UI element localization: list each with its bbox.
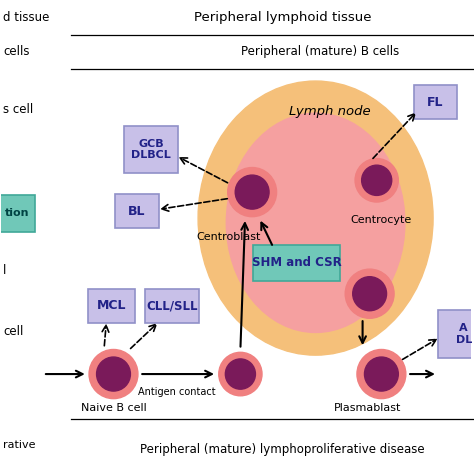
Text: Peripheral (mature) lymphoproliferative disease: Peripheral (mature) lymphoproliferative …	[140, 443, 425, 456]
Circle shape	[362, 165, 392, 195]
Text: GCB
DLBCL: GCB DLBCL	[131, 139, 171, 160]
FancyBboxPatch shape	[438, 310, 474, 357]
Text: MCL: MCL	[96, 299, 126, 312]
Text: CLL/SLL: CLL/SLL	[146, 299, 198, 312]
Text: cells: cells	[3, 45, 29, 58]
Ellipse shape	[198, 81, 433, 355]
Text: Peripheral lymphoid tissue: Peripheral lymphoid tissue	[194, 11, 372, 24]
FancyBboxPatch shape	[115, 194, 159, 228]
Circle shape	[89, 349, 138, 399]
Text: Peripheral (mature) B cells: Peripheral (mature) B cells	[241, 45, 400, 58]
FancyBboxPatch shape	[145, 289, 199, 322]
Circle shape	[345, 269, 394, 318]
Text: Centroblast: Centroblast	[196, 232, 261, 242]
Text: d tissue: d tissue	[3, 11, 49, 24]
Ellipse shape	[226, 113, 405, 332]
Circle shape	[219, 352, 262, 396]
FancyBboxPatch shape	[0, 195, 36, 232]
Circle shape	[97, 357, 130, 391]
Text: FL: FL	[427, 96, 444, 109]
Text: BL: BL	[128, 204, 146, 218]
Circle shape	[355, 158, 398, 202]
Text: l: l	[3, 264, 7, 277]
Text: tion: tion	[3, 207, 29, 220]
Text: Lymph node: Lymph node	[289, 105, 371, 118]
FancyBboxPatch shape	[124, 126, 178, 173]
Text: tion: tion	[5, 209, 29, 219]
Text: A
DL: A DL	[456, 323, 472, 345]
FancyBboxPatch shape	[88, 289, 135, 322]
Circle shape	[225, 359, 255, 389]
Text: Naive B cell: Naive B cell	[81, 403, 146, 413]
FancyBboxPatch shape	[414, 85, 457, 119]
Text: SHM and CSR: SHM and CSR	[252, 256, 342, 270]
Circle shape	[235, 175, 269, 209]
Text: s cell: s cell	[3, 103, 33, 116]
Text: Antigen contact: Antigen contact	[138, 387, 216, 397]
Circle shape	[357, 349, 406, 399]
FancyBboxPatch shape	[253, 245, 340, 281]
Text: cell: cell	[3, 325, 23, 338]
Text: Centrocyte: Centrocyte	[351, 216, 412, 226]
Circle shape	[353, 277, 387, 311]
Circle shape	[228, 167, 277, 217]
Text: rative: rative	[3, 440, 36, 450]
Circle shape	[365, 357, 398, 391]
Text: Plasmablast: Plasmablast	[334, 403, 401, 413]
